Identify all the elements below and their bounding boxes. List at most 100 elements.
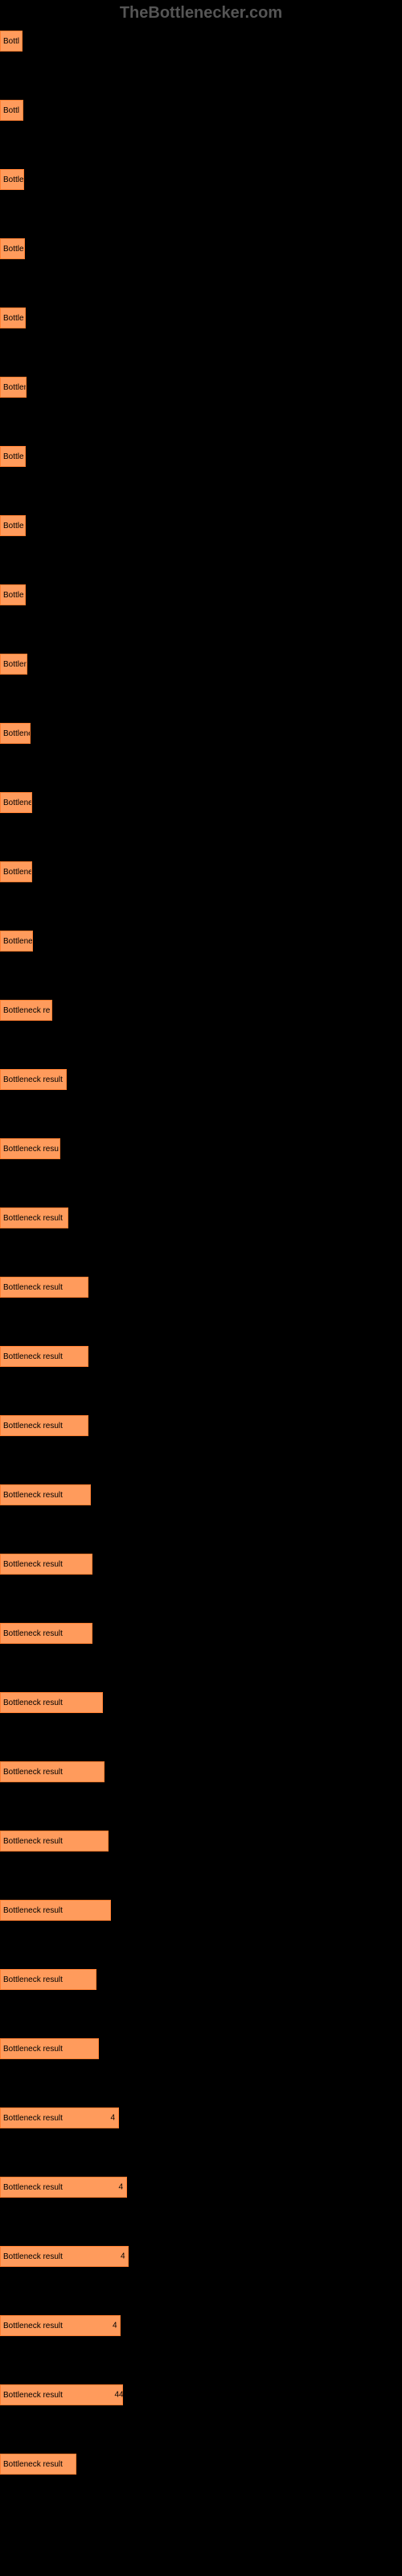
- bar: Bottl: [0, 31, 23, 52]
- bar-row: Bottlenec: [0, 861, 402, 882]
- bar: Bottlen: [0, 377, 27, 398]
- bar-row: Bottleneck result44: [0, 2384, 402, 2405]
- bar-row: Bottleneck result: [0, 1208, 402, 1228]
- bar-row: Bottleneck result: [0, 1761, 402, 1782]
- bar-label: Bottlen: [3, 660, 27, 669]
- bar-label: Bottl: [3, 106, 19, 115]
- bar-label: Bottleneck result: [3, 1629, 63, 1638]
- bar-row: Bottleneck resu: [0, 1138, 402, 1159]
- bar-value: 4: [119, 2183, 124, 2192]
- bar-row: Bottleneck result 4: [0, 2177, 402, 2198]
- bar-label: Bottlenec: [3, 868, 32, 877]
- bar: Bottleneck result: [0, 1692, 103, 1713]
- bar-label: Bottleneck result: [3, 1975, 63, 1984]
- bar-label: Bottle: [3, 522, 24, 530]
- bar-row: Bottle: [0, 584, 402, 605]
- bar: Bottlenec: [0, 861, 32, 882]
- bar: Bottlenec: [0, 792, 32, 813]
- bar: Bottl: [0, 100, 23, 121]
- bar-row: Bottleneck result: [0, 1692, 402, 1713]
- watermark-text: TheBottlenecker.com: [0, 0, 402, 31]
- bar: Bottleneck result: [0, 2177, 127, 2198]
- bar: Bottleneck result: [0, 2454, 76, 2475]
- bar-row: Bottleneck result: [0, 1277, 402, 1298]
- bar-row: Bottleneck result: [0, 1900, 402, 1921]
- bar-row: Bottleneck re: [0, 1000, 402, 1021]
- bar-label: Bottleneck result: [3, 1768, 63, 1777]
- bar: Bottle: [0, 169, 24, 190]
- bar: Bottlen: [0, 654, 27, 675]
- bar-label: Bottlenec: [3, 799, 32, 807]
- bar-label: Bottleneck result: [3, 1422, 63, 1430]
- bar-label: Bottleneck result: [3, 1352, 63, 1361]
- bar-label: Bottleneck result: [3, 1560, 63, 1569]
- bar: Bottleneck result: [0, 1554, 92, 1575]
- bar: Bottleneck result: [0, 1969, 96, 1990]
- bar-row: Bottleneck result: [0, 1969, 402, 1990]
- bar-label: Bottle: [3, 591, 24, 600]
- bar-row: Bottlen: [0, 654, 402, 675]
- bar-row: Bottleneck result: [0, 2038, 402, 2059]
- bar-row: Bottleneck result: [0, 1554, 402, 1575]
- bar: Bottleneck result: [0, 1761, 105, 1782]
- bar-label: Bottleneck result: [3, 2391, 63, 2400]
- bar-row: Bottlenec: [0, 931, 402, 952]
- bar: Bottleneck re: [0, 1000, 52, 1021]
- bar-value: 4: [111, 2114, 116, 2123]
- bar: Bottlenec: [0, 931, 33, 952]
- bar-row: Bottle: [0, 515, 402, 536]
- bar-value: 4: [121, 2252, 125, 2261]
- bar-label: Bottleneck result: [3, 1075, 63, 1084]
- bar-label: Bottleneck re: [3, 1006, 50, 1015]
- bar: Bottleneck result: [0, 1346, 88, 1367]
- bar-row: Bottleneck result: [0, 1831, 402, 1852]
- bar: Bottleneck result: [0, 1900, 111, 1921]
- bar-row: Bottl: [0, 100, 402, 121]
- bar-label: Bottleneck resu: [3, 1145, 59, 1154]
- bar: Bottleneck resu: [0, 1138, 60, 1159]
- bar-row: Bottleneck result: [0, 1484, 402, 1505]
- bar-value: 4: [113, 2322, 117, 2330]
- bar-label: Bottleneck result: [3, 2322, 63, 2330]
- bar: Bottleneck result: [0, 2384, 123, 2405]
- bar-row: Bottleneck result: [0, 1069, 402, 1090]
- bar-label: Bottle: [3, 245, 24, 254]
- bar: Bottleneck result: [0, 1277, 88, 1298]
- bar: Bottleneck result: [0, 1623, 92, 1644]
- bar-row: Bottleneck result: [0, 1415, 402, 1436]
- bar-label: Bottle: [3, 175, 24, 184]
- bar-label: Bottleneck result: [3, 1283, 63, 1292]
- bar-label: Bottleneck result: [3, 1837, 63, 1846]
- bar-label: Bottleneck result: [3, 1699, 63, 1707]
- bar: Bottleneck result: [0, 1831, 109, 1852]
- bar: Bottleneck result: [0, 2246, 129, 2267]
- bottleneck-bar-chart: Bottl Bottl Bottle Bottle Bottle Bottlen Bottl…: [0, 31, 402, 2539]
- bar-row: Bottleneck result 4: [0, 2315, 402, 2336]
- bar-row: Bottl: [0, 31, 402, 52]
- bar: Bottleneck result: [0, 2107, 119, 2128]
- bar: Bottlene: [0, 723, 31, 744]
- bar-label: Bottlen: [3, 383, 27, 392]
- bar-row: Bottleneck result4: [0, 2107, 402, 2128]
- bar-row: Bottle: [0, 238, 402, 259]
- bar-row: Bottleneck result: [0, 2454, 402, 2475]
- bar: Bottleneck result: [0, 2038, 99, 2059]
- bar: Bottle: [0, 446, 26, 467]
- bar-row: Bottle: [0, 308, 402, 328]
- bar-row: Bottle: [0, 446, 402, 467]
- bar-label: Bottleneck result: [3, 2045, 63, 2054]
- bar: Bottleneck result: [0, 1484, 91, 1505]
- bar-label: Bottleneck result: [3, 2183, 63, 2192]
- bar-row: Bottleneck result4: [0, 2246, 402, 2267]
- bar-label: Bottl: [3, 37, 19, 46]
- bar-label: Bottleneck result: [3, 1214, 63, 1223]
- bar-label: Bottleneck result: [3, 1491, 63, 1500]
- bar: Bottleneck result: [0, 1415, 88, 1436]
- bar-row: Bottleneck result: [0, 1346, 402, 1367]
- bar: Bottle: [0, 238, 25, 259]
- bar: Bottle: [0, 515, 26, 536]
- bar-label: Bottleneck result: [3, 2460, 63, 2469]
- bar: Bottleneck result: [0, 2315, 121, 2336]
- bar-label: Bottlenec: [3, 937, 33, 946]
- bar: Bottleneck result: [0, 1208, 68, 1228]
